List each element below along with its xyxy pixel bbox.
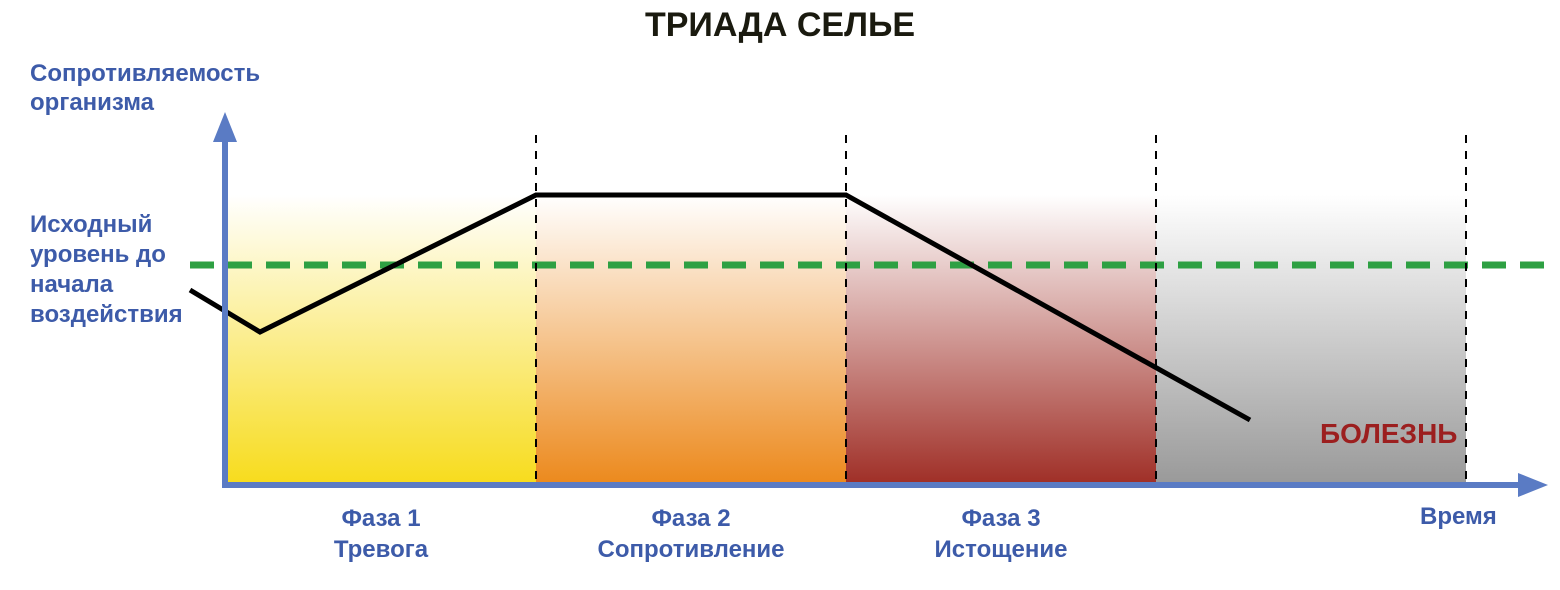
- phase-2-sub: Сопротивление: [561, 534, 821, 565]
- y-axis-label: Сопротивляемость организма: [30, 60, 290, 118]
- phase-2-label: Фаза 2 Сопротивление: [561, 503, 821, 565]
- phase-3-label: Фаза 3 Истощение: [871, 503, 1131, 565]
- phase-3-name: Фаза 3: [871, 503, 1131, 534]
- y-axis-label-line1: Сопротивляемость организма: [30, 60, 260, 116]
- phase-3-sub: Истощение: [871, 534, 1131, 565]
- chart-title: ТРИАДА СЕЛЬЕ: [0, 6, 1560, 45]
- chart-container: ТРИАДА СЕЛЬЕ Сопротивляемость организма …: [0, 0, 1560, 590]
- baseline-label: Исходный уровень до начала воздействия: [30, 210, 210, 330]
- x-axis-label: Время: [1420, 503, 1497, 531]
- disease-label: БОЛЕЗНЬ: [1320, 418, 1457, 450]
- phase-1-sub: Тревога: [251, 534, 511, 565]
- phase-1-name: Фаза 1: [251, 503, 511, 534]
- phase-2-name: Фаза 2: [561, 503, 821, 534]
- baseline-label-text: Исходный уровень до начала воздействия: [30, 211, 183, 328]
- phase-1-label: Фаза 1 Тревога: [251, 503, 511, 565]
